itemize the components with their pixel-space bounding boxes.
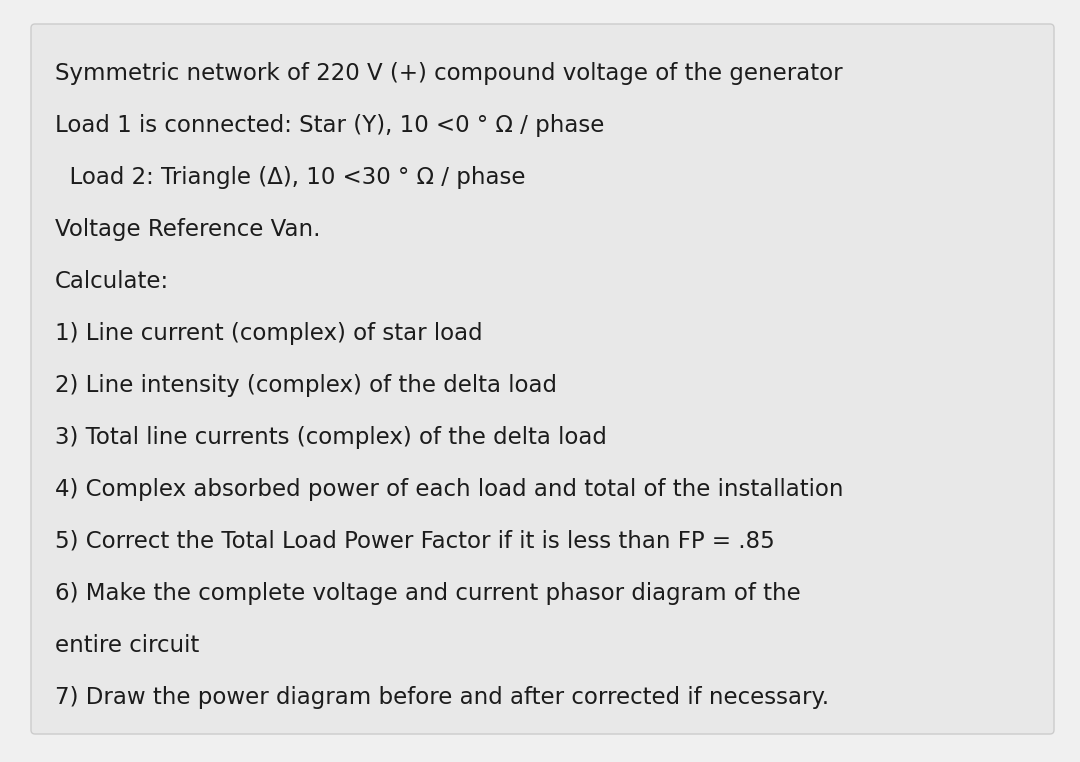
Text: 1) Line current (complex) of star load: 1) Line current (complex) of star load [55, 322, 483, 345]
Text: 5) Correct the Total Load Power Factor if it is less than FP = .85: 5) Correct the Total Load Power Factor i… [55, 530, 774, 553]
Text: entire circuit: entire circuit [55, 634, 199, 657]
Text: 2) Line intensity (complex) of the delta load: 2) Line intensity (complex) of the delta… [55, 374, 557, 397]
Text: 3) Total line currents (complex) of the delta load: 3) Total line currents (complex) of the … [55, 426, 607, 449]
Text: Load 2: Triangle (Δ), 10 <30 ° Ω / phase: Load 2: Triangle (Δ), 10 <30 ° Ω / phase [55, 166, 526, 189]
Text: Load 1 is connected: Star (Y), 10 <0 ° Ω / phase: Load 1 is connected: Star (Y), 10 <0 ° Ω… [55, 114, 605, 137]
Text: Voltage Reference Van.: Voltage Reference Van. [55, 218, 321, 241]
FancyBboxPatch shape [31, 24, 1054, 734]
Text: 6) Make the complete voltage and current phasor diagram of the: 6) Make the complete voltage and current… [55, 582, 800, 605]
Text: 4) Complex absorbed power of each load and total of the installation: 4) Complex absorbed power of each load a… [55, 478, 843, 501]
Text: Symmetric network of 220 V (+) compound voltage of the generator: Symmetric network of 220 V (+) compound … [55, 62, 842, 85]
Text: Calculate:: Calculate: [55, 270, 170, 293]
Text: 7) Draw the power diagram before and after corrected if necessary.: 7) Draw the power diagram before and aft… [55, 686, 829, 709]
